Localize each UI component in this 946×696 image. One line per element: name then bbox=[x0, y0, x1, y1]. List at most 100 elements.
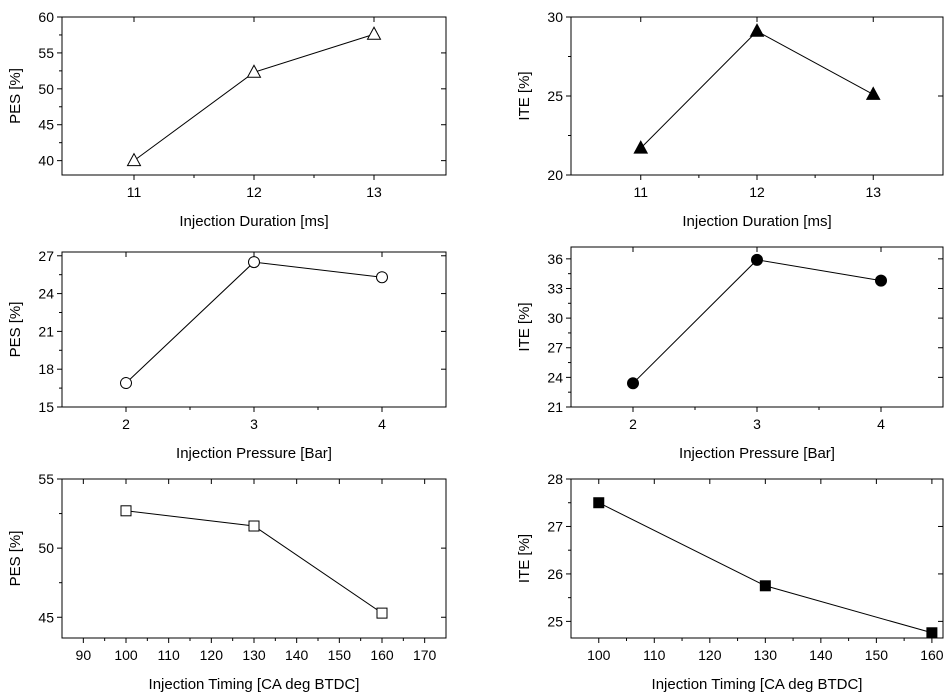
data-point bbox=[865, 86, 881, 100]
x-tick-label: 11 bbox=[127, 184, 142, 200]
y-tick-label: 21 bbox=[38, 323, 54, 339]
x-tick-label: 170 bbox=[413, 647, 437, 663]
x-axis-label: Injection Duration [ms] bbox=[179, 213, 328, 230]
data-point bbox=[248, 520, 260, 532]
y-tick-label: 18 bbox=[38, 361, 54, 377]
y-tick-label: 25 bbox=[547, 88, 563, 104]
x-axis-label: Injection Duration [ms] bbox=[682, 213, 831, 230]
plot-frame bbox=[61, 251, 447, 408]
y-tick-label: 26 bbox=[547, 566, 563, 582]
x-tick-label: 12 bbox=[246, 184, 262, 200]
y-tick-label: 50 bbox=[38, 81, 54, 97]
y-tick-label: 28 bbox=[547, 471, 563, 487]
data-point bbox=[126, 152, 142, 167]
plot-frame bbox=[61, 478, 447, 639]
x-tick-label: 120 bbox=[698, 647, 722, 663]
y-axis-label: PES [%] bbox=[7, 68, 24, 124]
data-point bbox=[627, 377, 639, 390]
x-tick-label: 90 bbox=[76, 647, 92, 663]
series-line bbox=[133, 33, 375, 162]
x-tick-label: 4 bbox=[877, 416, 885, 432]
x-tick-label: 110 bbox=[643, 647, 666, 663]
x-tick-label: 13 bbox=[865, 184, 881, 200]
data-point bbox=[593, 497, 605, 509]
x-tick-label: 4 bbox=[378, 416, 386, 432]
x-tick-label: 100 bbox=[114, 647, 138, 663]
data-point bbox=[248, 256, 260, 269]
data-point bbox=[120, 505, 132, 517]
y-tick-label: 27 bbox=[547, 340, 563, 356]
data-point bbox=[759, 580, 771, 592]
chart-panel-2: 11 12 13 20 25 30 Injection Duration [ms] ITE [… bbox=[516, 9, 944, 230]
x-tick-label: 120 bbox=[200, 647, 224, 663]
y-tick-label: 33 bbox=[547, 280, 563, 296]
x-tick-label: 2 bbox=[122, 416, 130, 432]
x-tick-label: 130 bbox=[242, 647, 266, 663]
y-tick-label: 55 bbox=[38, 45, 54, 61]
y-axis-label: PES [%] bbox=[7, 302, 24, 358]
x-tick-label: 140 bbox=[285, 647, 309, 663]
series-line bbox=[632, 259, 882, 384]
y-tick-label: 27 bbox=[547, 518, 563, 534]
data-point bbox=[376, 607, 388, 619]
y-tick-label: 45 bbox=[38, 117, 54, 133]
y-axis-label: ITE [%] bbox=[516, 71, 533, 120]
data-point bbox=[120, 377, 132, 390]
x-tick-label: 3 bbox=[753, 416, 761, 432]
plot-frame bbox=[570, 16, 944, 176]
y-tick-label: 55 bbox=[38, 471, 54, 487]
data-point bbox=[875, 274, 887, 287]
series-line bbox=[640, 30, 874, 149]
y-axis-label: ITE [%] bbox=[516, 302, 533, 351]
x-tick-label: 150 bbox=[865, 647, 889, 663]
x-axis-label: Injection Timing [CA deg BTDC] bbox=[149, 676, 360, 693]
data-point bbox=[246, 64, 262, 78]
data-point bbox=[751, 253, 763, 266]
data-point bbox=[749, 23, 765, 37]
y-tick-label: 30 bbox=[547, 310, 563, 326]
x-tick-label: 11 bbox=[633, 184, 648, 200]
x-tick-label: 140 bbox=[809, 647, 833, 663]
y-tick-label: 45 bbox=[38, 609, 54, 625]
x-axis-label: Injection Timing [CA deg BTDC] bbox=[652, 676, 863, 693]
data-point bbox=[376, 271, 388, 284]
chart-panel-5: 90 100 110 120 130 140 150 160 170 45 50 55 Injectio… bbox=[7, 471, 447, 693]
x-tick-label: 12 bbox=[749, 184, 765, 200]
chart-panel-3: 2 3 4 15 18 21 24 27 Injection Pressure [Bar] PES… bbox=[7, 248, 447, 462]
x-tick-label: 2 bbox=[629, 416, 637, 432]
y-axis-label: ITE [%] bbox=[516, 534, 533, 583]
y-tick-label: 21 bbox=[547, 399, 563, 415]
chart-panel-4: 2 3 4 21 24 27 30 33 36 Injection Pressure [Bar] I… bbox=[516, 246, 944, 462]
x-tick-label: 160 bbox=[920, 647, 944, 663]
y-tick-label: 36 bbox=[547, 251, 563, 267]
x-tick-label: 150 bbox=[328, 647, 352, 663]
x-tick-label: 160 bbox=[370, 647, 394, 663]
series-line bbox=[598, 502, 933, 634]
y-tick-label: 40 bbox=[38, 153, 54, 169]
data-point bbox=[366, 26, 382, 40]
x-tick-label: 100 bbox=[587, 647, 611, 663]
data-point bbox=[926, 627, 938, 639]
x-tick-label: 3 bbox=[250, 416, 258, 432]
chart-panel-6: 100 110 120 130 140 150 160 25 26 27 28 Injection T… bbox=[516, 471, 944, 693]
x-tick-label: 13 bbox=[366, 184, 382, 200]
y-tick-label: 20 bbox=[547, 167, 563, 183]
series-line bbox=[125, 261, 383, 384]
x-tick-label: 130 bbox=[754, 647, 778, 663]
y-tick-label: 24 bbox=[38, 286, 54, 302]
chart-panel-1: 11 12 13 40 45 50 55 60 Injection Duration [ms] P… bbox=[7, 9, 447, 230]
y-tick-label: 50 bbox=[38, 540, 54, 556]
y-tick-label: 27 bbox=[38, 248, 54, 264]
plot-frame bbox=[570, 478, 944, 639]
y-axis-label: PES [%] bbox=[7, 531, 24, 587]
x-tick-label: 110 bbox=[158, 647, 181, 663]
y-tick-label: 25 bbox=[547, 613, 563, 629]
y-tick-label: 15 bbox=[38, 399, 54, 415]
x-axis-label: Injection Pressure [Bar] bbox=[176, 445, 332, 462]
x-axis-label: Injection Pressure [Bar] bbox=[679, 445, 835, 462]
y-tick-label: 60 bbox=[38, 9, 54, 25]
plot-frame bbox=[61, 16, 447, 176]
y-tick-label: 30 bbox=[547, 9, 563, 25]
y-tick-label: 24 bbox=[547, 369, 563, 385]
